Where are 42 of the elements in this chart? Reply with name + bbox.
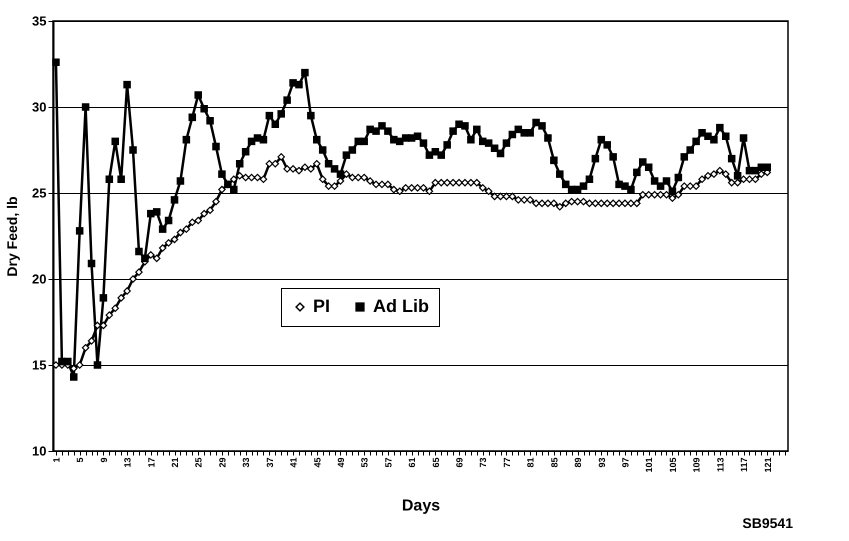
x-tick-label: 57 [383, 458, 394, 468]
x-tick-label: 69 [454, 458, 465, 468]
x-tick-label: 49 [336, 458, 346, 468]
text: SB9541 [742, 515, 794, 531]
x-tick-label: 29 [217, 458, 228, 468]
x-tick-label: 17 [146, 458, 156, 468]
x-axis-title: Days [402, 498, 440, 515]
legend-label: Ad Lib [373, 296, 429, 316]
x-tick-label: 105 [668, 458, 678, 473]
y-tick-label: 15 [32, 358, 46, 372]
x-tick-label: 21 [170, 458, 180, 468]
y-tick-label: 25 [32, 186, 46, 200]
x-tick-label: 65 [430, 458, 441, 468]
x-tick-label: 45 [312, 458, 322, 468]
x-tick-label: 41 [288, 458, 299, 468]
x-tick-label: 81 [526, 458, 536, 468]
x-tick-label: 33 [241, 458, 252, 468]
x-tick-label: 53 [360, 458, 370, 468]
y-tick-label: 30 [32, 100, 46, 114]
x-tick-label: 73 [478, 458, 488, 468]
x-tick-label: 77 [502, 458, 512, 468]
x-tick-label: 89 [573, 458, 584, 468]
x-tick-label: 9 [98, 458, 109, 463]
y-tick-label: 10 [32, 444, 46, 458]
x-tick-label: 109 [692, 458, 702, 473]
x-tick-label: 37 [264, 458, 275, 468]
x-tick-label: 113 [715, 458, 726, 472]
x-tick-label: 93 [596, 458, 607, 468]
y-axis-title: Dry Feed, lb [4, 196, 20, 277]
y-tick-label: 20 [32, 272, 46, 286]
x-tick-label: 117 [739, 458, 750, 472]
x-tick-label: 121 [762, 458, 773, 473]
x-tick-label: 5 [75, 458, 86, 463]
x-tick-label: 101 [644, 458, 654, 473]
x-tick-label: 85 [549, 458, 560, 468]
legend-label: PI [313, 296, 330, 316]
x-tick-label: 13 [122, 458, 133, 468]
x-tick-label: 97 [620, 458, 630, 468]
x-tick-label: 25 [194, 458, 204, 468]
y-tick-label: 35 [32, 14, 46, 28]
x-tick-label: 61 [407, 458, 418, 468]
x-tick-label: 1 [51, 458, 62, 463]
